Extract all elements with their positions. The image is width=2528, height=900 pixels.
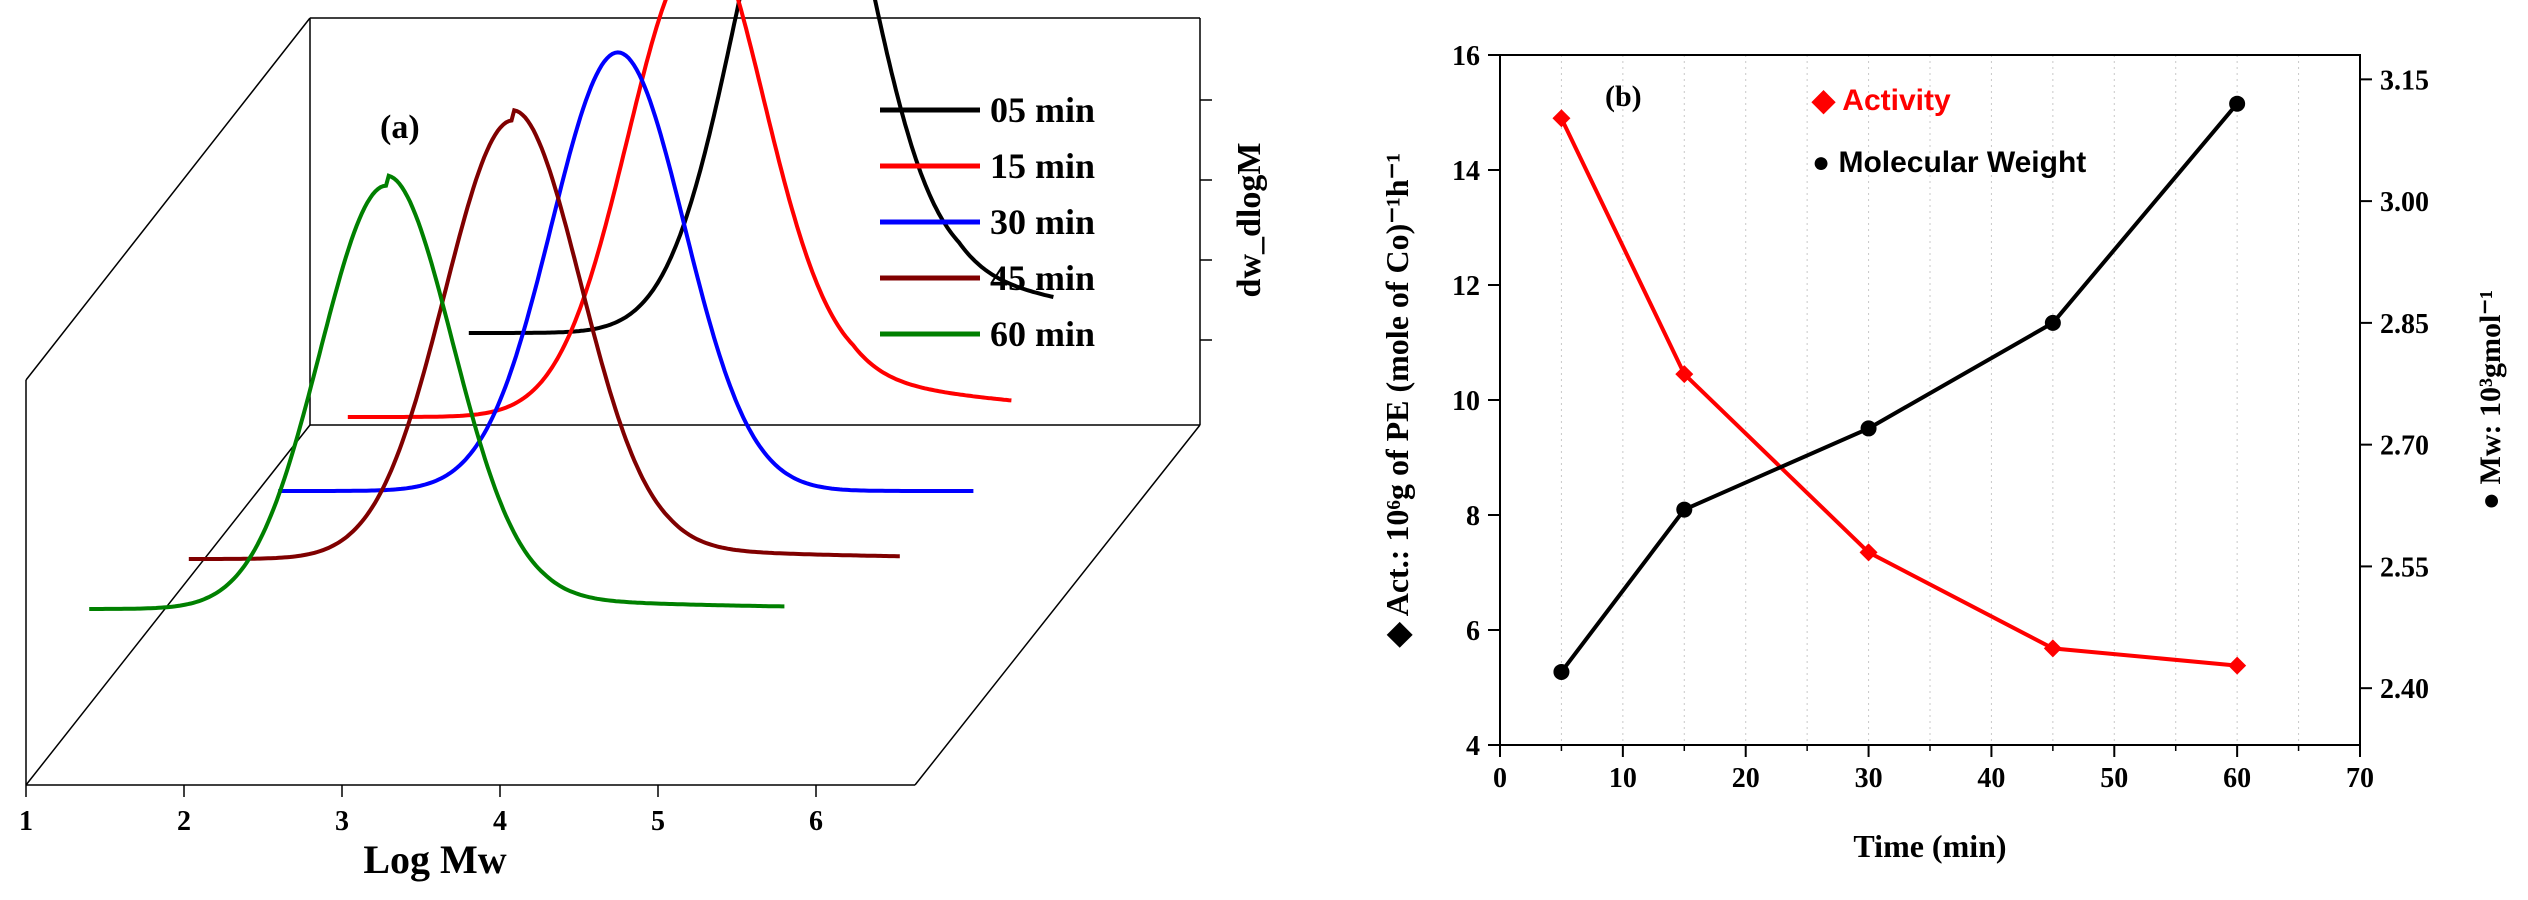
panel-a-z-ticks	[1200, 99, 1212, 341]
panel-b-gridlines	[1560, 55, 2300, 745]
activity-point	[2228, 656, 2247, 675]
panel-a-x-ticks: 1 2 3 4 5 6	[19, 785, 823, 837]
legend-molecular-weight: ● Molecular Weight	[1812, 146, 2086, 179]
panel-b-right-axis: 2.40 2.55 2.70 2.85 3.00 3.15	[2360, 65, 2429, 705]
x-tick-label: 10	[1609, 763, 1637, 794]
x-tick-label: 6	[809, 806, 823, 837]
legend-activity: ◆ Activity	[1811, 84, 1951, 117]
x-tick-label: 70	[2346, 763, 2374, 794]
x-tick-label: 1	[19, 806, 33, 837]
series-line-molecular-weight	[1559, 102, 2239, 674]
panel-b-label: (b)	[1605, 80, 1642, 113]
panel-b-right-y-label: ● Mw: 10³gmol⁻¹	[2474, 290, 2507, 510]
y-left-tick-label: 12	[1452, 271, 1480, 302]
mw-point	[2044, 314, 2061, 331]
panel-a-3d-chart: dw_dlogM 1 2 3 4 5 6 Log Mw (a) 05 min 15 min 3…	[19, 0, 1268, 882]
curve-60-min	[89, 173, 785, 611]
legend-label: 15 min	[990, 146, 1095, 186]
activity-point	[2043, 639, 2062, 658]
x-tick-label: 5	[651, 806, 665, 837]
legend-label: 45 min	[990, 258, 1095, 298]
x-tick-label: 30	[1855, 763, 1883, 794]
mw-point	[1860, 420, 1877, 437]
curve-30-min	[278, 50, 974, 493]
y-right-tick-label: 2.55	[2380, 552, 2429, 583]
activity-point	[1552, 109, 1571, 128]
panel-b-x-axis: 0 10 20 30 40 50 60 70	[1493, 745, 2374, 794]
mw-point	[2229, 95, 2246, 112]
x-tick-label: 20	[1732, 763, 1760, 794]
activity-point	[1859, 543, 1878, 562]
y-left-tick-label: 6	[1466, 616, 1480, 647]
panel-b-x-label: Time (min)	[1853, 828, 2006, 864]
x-tick-label: 50	[2100, 763, 2128, 794]
legend-label: 30 min	[990, 202, 1095, 242]
y-right-tick-label: 2.40	[2380, 674, 2429, 705]
curve-45-min	[188, 107, 900, 561]
legend-label: 05 min	[990, 90, 1095, 130]
panel-a-frame	[25, 17, 1201, 786]
series-line-activity	[1559, 117, 2238, 668]
x-tick-label: 60	[2223, 763, 2251, 794]
panel-b-left-y-label: ◆ Act.: 10⁶g of PE (mole of Co)⁻¹h⁻¹	[1379, 153, 1415, 648]
panel-a-label: (a)	[380, 109, 420, 146]
y-right-tick-label: 2.70	[2380, 431, 2429, 462]
y-left-tick-label: 8	[1466, 501, 1480, 532]
x-tick-label: 2	[177, 806, 191, 837]
panel-a-legend: 05 min 15 min 30 min 45 min 60 min	[880, 90, 1095, 354]
y-left-tick-label: 4	[1466, 731, 1480, 762]
frame-edge-floor-right	[914, 424, 1201, 786]
legend-label: 60 min	[990, 314, 1095, 354]
panel-b-chart: 0 10 20 30 40 50 60 70 4 6 8 10 12 14 16 2.40 2.55 2.70…	[1379, 41, 2507, 864]
curve-05-min	[468, 0, 1054, 335]
panel-b-series	[1552, 95, 2247, 680]
y-right-tick-label: 3.00	[2380, 187, 2429, 218]
panel-a-curves	[89, 0, 1054, 611]
x-tick-label: 0	[1493, 763, 1507, 794]
panel-a-x-label: Log Mw	[363, 837, 506, 882]
y-right-tick-label: 3.15	[2380, 65, 2429, 96]
curve-15-min	[347, 0, 1012, 419]
x-tick-label: 4	[493, 806, 507, 837]
y-left-tick-label: 14	[1452, 156, 1480, 187]
frame-edge-top-left	[25, 17, 311, 381]
panel-a-z-label: dw_dlogM	[1231, 143, 1268, 298]
x-tick-label: 3	[335, 806, 349, 837]
y-right-tick-label: 2.85	[2380, 309, 2429, 340]
x-tick-label: 40	[1977, 763, 2005, 794]
mw-point	[1676, 501, 1693, 518]
panel-b-left-axis: 4 6 8 10 12 14 16	[1452, 41, 1500, 762]
y-left-tick-label: 16	[1452, 41, 1480, 72]
activity-point	[1675, 365, 1694, 384]
y-left-tick-label: 10	[1452, 386, 1480, 417]
frame-edge-floor-left	[25, 424, 311, 786]
mw-point	[1553, 663, 1570, 680]
